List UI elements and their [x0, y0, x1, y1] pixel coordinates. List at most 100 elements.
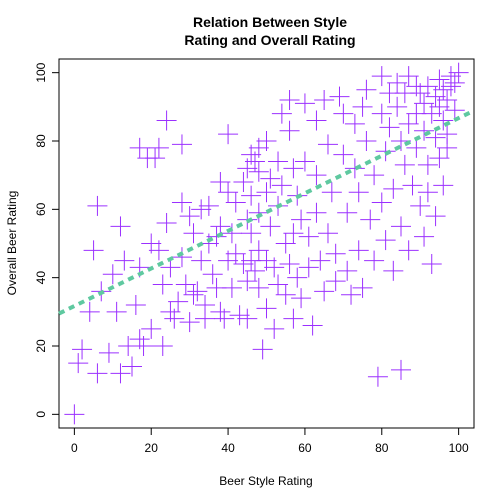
data-point — [283, 308, 304, 329]
data-point — [371, 66, 392, 87]
data-point — [275, 233, 296, 254]
data-point — [275, 284, 296, 305]
x-tick-label: 0 — [71, 441, 78, 455]
data-point — [371, 103, 392, 124]
data-point — [294, 93, 315, 114]
data-point — [195, 308, 216, 329]
data-point — [168, 291, 189, 312]
data-point — [256, 182, 277, 203]
data-point — [260, 216, 281, 237]
data-point — [79, 301, 100, 322]
data-point — [444, 100, 465, 121]
data-point — [175, 274, 196, 295]
data-point — [225, 243, 246, 264]
data-point — [233, 172, 254, 192]
x-tick-label: 20 — [145, 441, 159, 455]
data-point — [271, 175, 292, 196]
data-point — [291, 209, 312, 230]
x-axis: 0 20 40 60 80 100 — [71, 428, 469, 455]
data-point — [210, 172, 231, 192]
data-point — [448, 62, 469, 83]
data-point — [394, 154, 415, 175]
data-point — [237, 271, 258, 292]
data-point — [429, 148, 450, 169]
data-point — [187, 281, 208, 302]
data-point — [410, 195, 431, 216]
data-point — [64, 404, 85, 425]
data-point — [110, 216, 131, 237]
data-point — [287, 267, 308, 288]
data-point — [148, 240, 169, 261]
data-point — [244, 260, 265, 281]
x-tick-label: 100 — [449, 441, 469, 455]
data-point — [390, 359, 411, 380]
data-point — [248, 240, 269, 261]
data-point — [348, 182, 369, 203]
data-point — [248, 202, 269, 223]
data-point — [183, 284, 204, 305]
data-point — [279, 90, 300, 110]
data-point — [352, 277, 373, 298]
x-tick-label: 40 — [221, 441, 235, 455]
data-point — [383, 260, 404, 281]
data-point — [398, 66, 419, 87]
data-point — [279, 120, 300, 141]
data-point — [390, 216, 411, 237]
y-tick-label: 80 — [34, 134, 48, 148]
x-tick-label: 60 — [298, 441, 312, 455]
data-point — [264, 257, 285, 278]
data-point — [344, 113, 365, 134]
data-point — [256, 131, 277, 151]
data-point — [68, 353, 89, 374]
data-point — [387, 96, 408, 117]
data-point — [371, 192, 392, 213]
y-tick-label: 60 — [34, 202, 48, 216]
data-point — [102, 264, 123, 285]
data-point — [87, 363, 108, 384]
y-tick-label: 20 — [34, 339, 48, 353]
data-point — [406, 137, 427, 158]
data-point — [98, 342, 119, 363]
data-point — [221, 277, 242, 298]
data-point — [444, 72, 465, 93]
data-point — [152, 336, 173, 356]
y-tick-label: 0 — [34, 411, 48, 418]
data-point — [271, 103, 292, 124]
data-point — [191, 250, 212, 271]
data-point — [306, 202, 327, 223]
data-point — [306, 110, 327, 131]
data-point — [398, 113, 419, 134]
data-point — [333, 103, 354, 124]
data-point — [325, 271, 346, 292]
data-point — [156, 213, 177, 233]
data-point — [379, 117, 400, 138]
data-point — [145, 148, 166, 169]
data-point — [298, 226, 319, 247]
data-point — [433, 110, 454, 131]
data-point — [244, 151, 265, 172]
data-point — [225, 192, 246, 213]
chart-title-line-1: Relation Between Style — [193, 14, 347, 30]
data-point — [129, 137, 150, 158]
data-point — [148, 137, 169, 158]
data-point — [329, 86, 350, 107]
data-point — [106, 301, 127, 322]
data-point — [72, 339, 93, 360]
data-point — [241, 185, 262, 206]
y-axis: 0 20 40 60 80 100 — [34, 62, 59, 418]
x-tick-label: 80 — [375, 441, 389, 455]
data-point — [352, 96, 373, 117]
data-point — [360, 209, 381, 230]
data-point — [417, 76, 438, 97]
data-point — [337, 202, 358, 223]
data-point — [179, 312, 200, 333]
data-point — [171, 247, 192, 268]
data-point — [317, 223, 338, 244]
data-point — [279, 254, 300, 274]
y-axis-label: Overall Beer Rating — [5, 191, 19, 296]
data-point — [248, 277, 269, 298]
data-point — [298, 257, 319, 278]
data-point — [283, 223, 304, 244]
data-point — [268, 151, 289, 172]
